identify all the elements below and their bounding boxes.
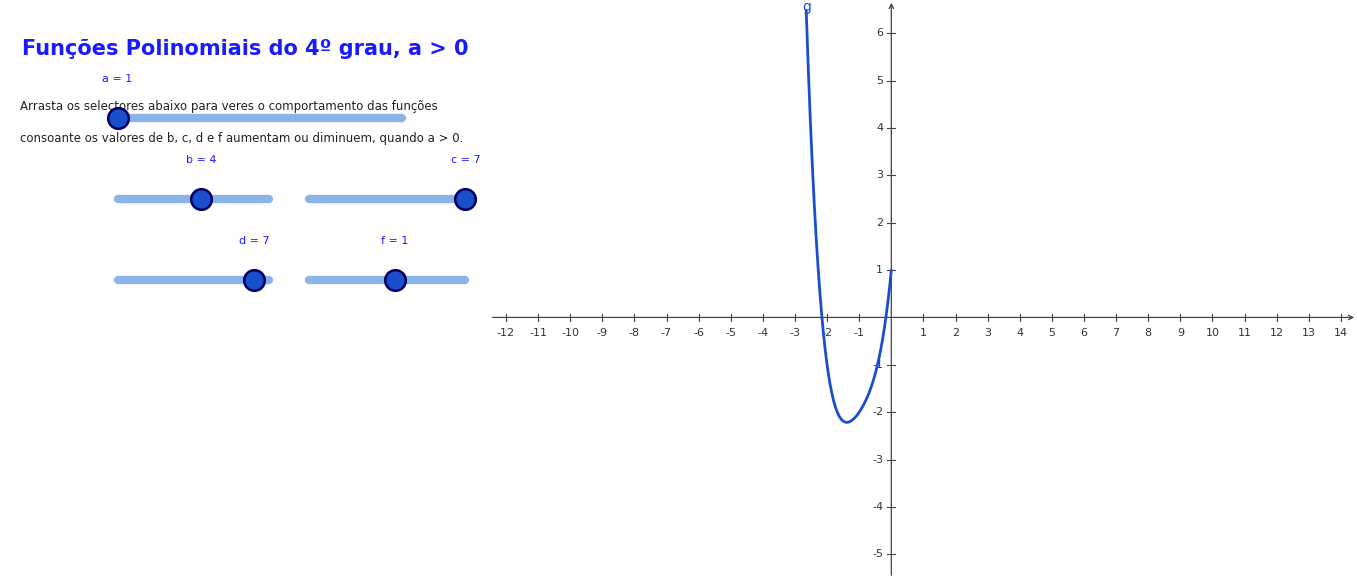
Text: -1: -1 — [854, 328, 864, 338]
Text: g: g — [803, 0, 811, 14]
Text: -2: -2 — [821, 328, 833, 338]
Text: 3: 3 — [984, 328, 991, 338]
Text: -10: -10 — [562, 328, 579, 338]
Text: 11: 11 — [1238, 328, 1251, 338]
Text: -9: -9 — [597, 328, 608, 338]
Text: b = 4: b = 4 — [186, 155, 216, 165]
Text: 14: 14 — [1334, 328, 1348, 338]
Text: 3: 3 — [877, 171, 883, 180]
Text: 1: 1 — [877, 265, 883, 275]
Text: -1: -1 — [873, 360, 883, 370]
Text: 5: 5 — [1049, 328, 1056, 338]
Text: 5: 5 — [877, 76, 883, 86]
Text: -4: -4 — [873, 502, 883, 512]
Text: -5: -5 — [725, 328, 737, 338]
Point — [190, 195, 212, 204]
Text: 6: 6 — [1080, 328, 1087, 338]
Point — [107, 114, 129, 123]
Text: -4: -4 — [757, 328, 768, 338]
Text: f = 1: f = 1 — [381, 236, 408, 246]
Point — [243, 276, 265, 285]
Text: -11: -11 — [529, 328, 547, 338]
Text: 4: 4 — [877, 123, 883, 133]
Text: 1: 1 — [920, 328, 927, 338]
Text: 9: 9 — [1177, 328, 1183, 338]
Text: 7: 7 — [1113, 328, 1120, 338]
Text: 10: 10 — [1205, 328, 1220, 338]
Text: -5: -5 — [873, 549, 883, 560]
Text: 4: 4 — [1016, 328, 1023, 338]
Text: -6: -6 — [693, 328, 704, 338]
Text: consoante os valores de b, c, d e f aumentam ou diminuem, quando a > 0.: consoante os valores de b, c, d e f aume… — [19, 132, 463, 145]
Text: 12: 12 — [1270, 328, 1284, 338]
Text: -8: -8 — [628, 328, 641, 338]
Text: 2: 2 — [877, 218, 883, 228]
Text: -3: -3 — [790, 328, 801, 338]
Text: d = 7: d = 7 — [239, 236, 270, 246]
Text: a = 1: a = 1 — [102, 74, 133, 84]
Text: -2: -2 — [873, 407, 883, 417]
Point — [455, 195, 476, 204]
Text: 8: 8 — [1145, 328, 1152, 338]
Text: -7: -7 — [661, 328, 672, 338]
Text: Arrasta os selectores abaixo para veres o comportamento das funções: Arrasta os selectores abaixo para veres … — [19, 101, 437, 113]
Text: 6: 6 — [877, 28, 883, 38]
Text: Funções Polinomiais do 4º grau, a > 0: Funções Polinomiais do 4º grau, a > 0 — [22, 39, 468, 59]
Text: -3: -3 — [873, 454, 883, 465]
Text: -12: -12 — [497, 328, 516, 338]
Text: c = 7: c = 7 — [451, 155, 480, 165]
Text: 2: 2 — [953, 328, 959, 338]
Text: 13: 13 — [1301, 328, 1316, 338]
Point — [384, 276, 406, 285]
